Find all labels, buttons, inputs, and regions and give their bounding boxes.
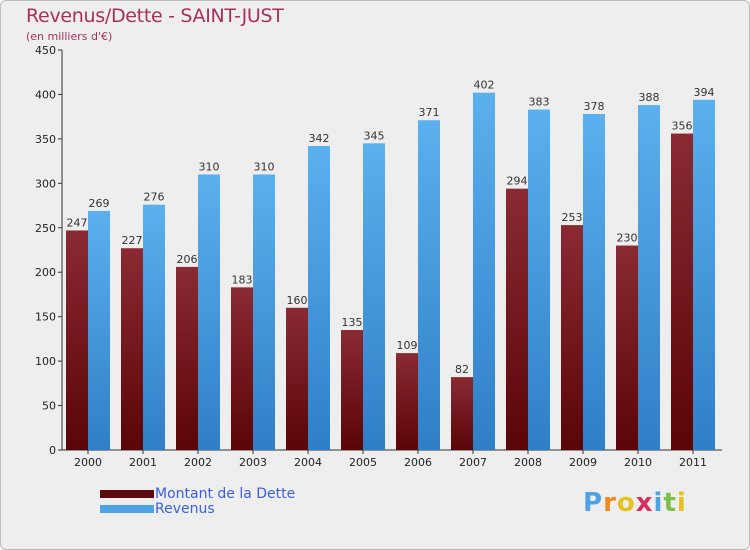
bar-revenus-2010 [638,105,660,450]
bar-dette-2006 [396,353,418,450]
legend-label-revenus: Revenus [155,501,215,517]
data-label-dette-2008: 294 [507,175,528,188]
x-tick-label: 2003 [239,456,267,469]
bar-revenus-2009 [583,114,605,450]
bar-revenus-2006 [418,120,440,450]
data-label-revenus-2004: 342 [309,132,330,145]
bar-revenus-2000 [88,210,110,450]
y-tick-label: 0 [49,444,56,457]
y-tick-label: 400 [35,88,56,101]
y-tick-label: 50 [42,400,56,413]
x-tick-label: 2000 [74,456,102,469]
logo-letter: t [663,488,677,518]
data-label-revenus-2007: 402 [474,79,495,92]
bar-revenus-2004 [308,146,330,450]
data-label-dette-2004: 160 [287,294,308,307]
bar-dette-2003 [231,287,253,450]
x-tick-label: 2008 [514,456,542,469]
x-tick-label: 2011 [679,456,707,469]
bar-dette-2008 [506,188,528,450]
data-label-revenus-2001: 276 [144,191,165,204]
legend-label-dette: Montant de la Dette [155,486,296,502]
data-label-revenus-2005: 345 [364,129,385,142]
bar-revenus-2008 [528,109,550,451]
chart-title: Revenus/Dette - SAINT-JUST [26,5,284,27]
data-label-revenus-2010: 388 [639,91,660,104]
data-label-dette-2003: 183 [232,273,253,286]
bar-dette-2001 [121,248,143,450]
logo-letter: x [635,488,654,518]
x-tick-label: 2009 [569,456,597,469]
data-label-dette-2005: 135 [342,316,363,329]
bar-revenus-2001 [143,204,165,450]
x-tick-label: 2001 [129,456,157,469]
bar-dette-2004 [286,307,308,450]
bar-dette-2007 [451,377,473,450]
y-tick-label: 350 [35,133,56,146]
data-label-revenus-2006: 371 [419,106,440,119]
bar-dette-2005 [341,330,363,450]
bar-dette-2011 [671,133,693,451]
y-tick-label: 150 [35,311,56,324]
data-label-dette-2010: 230 [617,232,638,245]
data-label-dette-2011: 356 [672,120,693,133]
x-tick-label: 2006 [404,456,432,469]
data-label-revenus-2000: 269 [89,197,110,210]
legend-swatch-revenus [100,505,154,513]
data-label-dette-2000: 247 [67,216,88,229]
data-label-dette-2007: 82 [455,363,469,376]
bar-revenus-2005 [363,143,385,451]
data-label-dette-2002: 206 [177,253,198,266]
data-label-revenus-2002: 310 [199,160,220,173]
bar-revenus-2011 [693,99,715,451]
proxiti-logo: Proxiti [583,488,687,518]
data-label-dette-2006: 109 [397,339,418,352]
y-tick-label: 250 [35,222,56,235]
data-label-revenus-2003: 310 [254,160,275,173]
logo-letter: P [583,488,604,518]
bar-dette-2000 [66,230,88,450]
data-label-revenus-2011: 394 [694,86,715,99]
bar-revenus-2002 [198,174,220,450]
bar-dette-2009 [561,225,583,450]
y-tick-label: 200 [35,266,56,279]
y-tick-label: 450 [35,44,56,57]
data-label-revenus-2009: 378 [584,100,605,113]
logo-letter: o [616,488,636,518]
x-tick-label: 2007 [459,456,487,469]
bar-dette-2002 [176,266,198,450]
x-tick-label: 2004 [294,456,322,469]
x-tick-label: 2002 [184,456,212,469]
logo-letter: r [603,488,617,518]
bar-revenus-2003 [253,174,275,450]
data-label-dette-2009: 253 [562,211,583,224]
data-label-dette-2001: 227 [122,234,143,247]
y-tick-label: 300 [35,177,56,190]
chart-subtitle: (en milliers d'€) [26,30,113,43]
x-tick-label: 2005 [349,456,377,469]
x-tick-label: 2010 [624,456,652,469]
bar-revenus-2007 [473,92,495,451]
y-tick-label: 100 [35,355,56,368]
logo-letter: i [653,488,664,518]
data-label-revenus-2008: 383 [529,96,550,109]
logo-letter: i [676,488,687,518]
bar-dette-2010 [616,245,638,450]
legend-swatch-dette [100,490,154,498]
